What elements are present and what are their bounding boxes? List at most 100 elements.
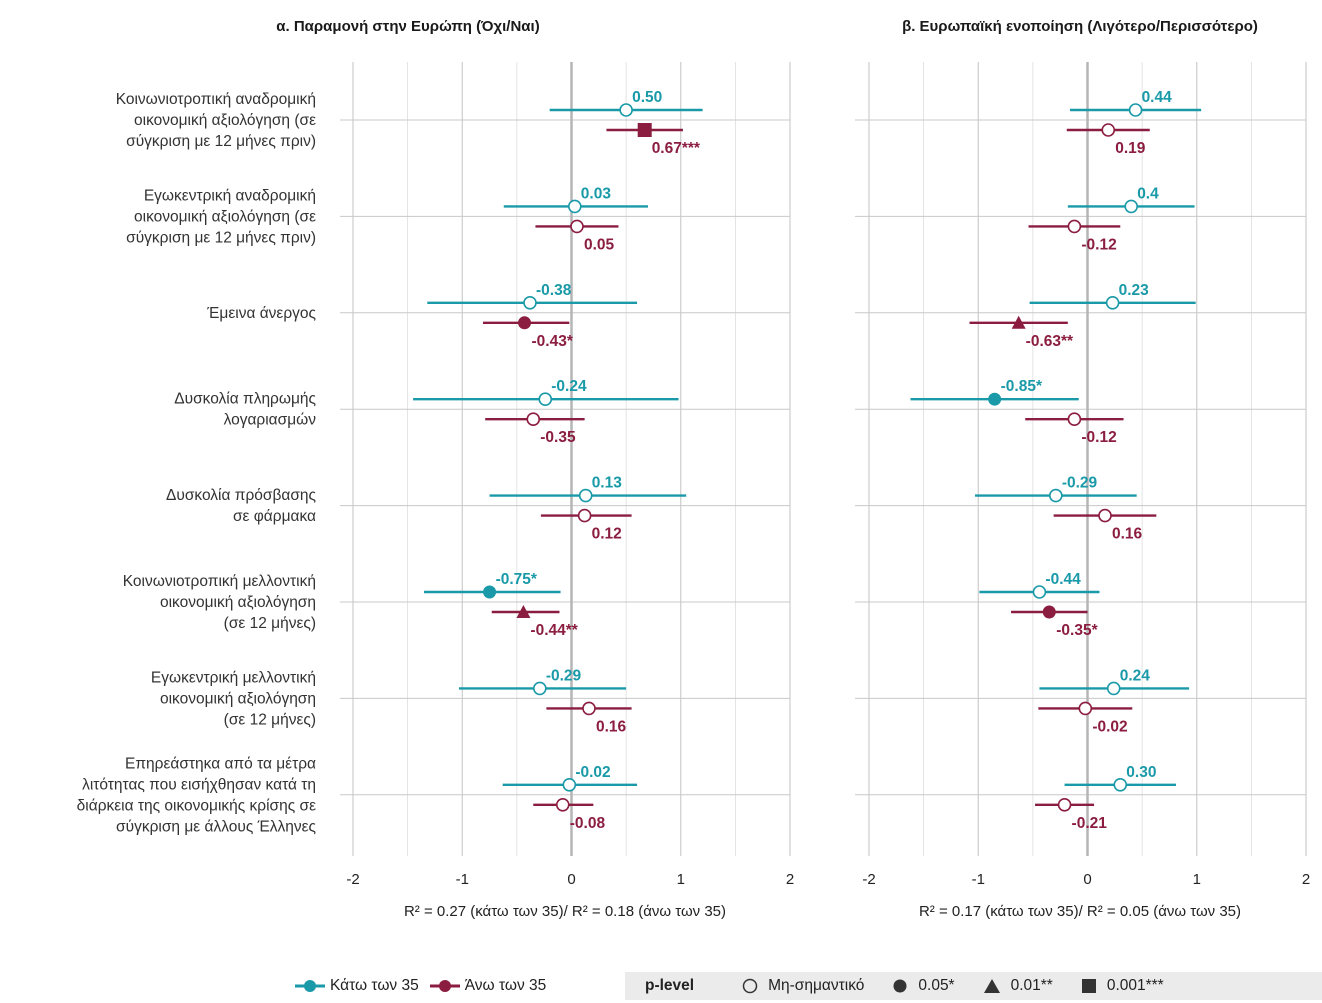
value-label: -0.24 <box>551 378 587 395</box>
point-nonsignificant <box>1105 295 1120 310</box>
value-label: -0.02 <box>575 764 610 781</box>
point-nonsignificant <box>1124 199 1138 214</box>
point-p01 <box>1011 315 1026 329</box>
x-tick-label: -2 <box>862 871 875 888</box>
point-nonsignificant <box>1057 797 1072 812</box>
point-p05 <box>518 316 532 330</box>
row-label: οικονομική αξιολόγηση <box>160 594 316 611</box>
value-label: -0.44 <box>1045 571 1081 588</box>
row-label: Δυσκολία πρόσβασης <box>166 487 316 504</box>
point-nonsignificant <box>567 199 582 214</box>
point-nonsignificant <box>619 103 633 117</box>
point-nonsignificant <box>526 412 541 427</box>
value-label: -0.75* <box>496 571 538 588</box>
value-label: 0.4 <box>1137 185 1159 202</box>
coefficient-plot: Κοινωνιοτροπική αναδρομική οικονομική αξι… <box>77 18 1311 920</box>
x-tick-label: 2 <box>1302 871 1310 888</box>
row-label: Κοινωνιοτροπική μελλοντική <box>123 573 316 590</box>
x-tick-label: -1 <box>972 871 985 888</box>
point-nonsignificant <box>1032 585 1047 599</box>
row-label: διάρκεια της οικονομικής κρίσης σε <box>77 797 316 814</box>
point-p05 <box>988 392 1002 406</box>
panel-title: α. Παραμονή στην Ευρώπη (Όχι/Ναι) <box>276 18 539 35</box>
filled-circle-icon <box>893 979 907 993</box>
point-nonsignificant <box>1067 412 1082 427</box>
red-line-dot-icon <box>429 980 460 992</box>
value-label: -0.08 <box>570 815 606 832</box>
legend-label-under35: Κάτω των 35 <box>330 977 419 994</box>
value-label: 0.16 <box>1112 526 1143 543</box>
value-label: 0.03 <box>581 185 612 202</box>
p-label-001: 0.001*** <box>1106 977 1164 994</box>
point-nonsignificant <box>555 797 570 812</box>
value-label: -0.35* <box>1056 622 1098 639</box>
value-label: -0.21 <box>1072 815 1108 832</box>
panel-b: β. Ευρωπαϊκή ενοποίηση (Λιγότερο/Περισσό… <box>855 18 1310 920</box>
point-nonsignificant <box>1078 701 1093 716</box>
point-nonsignificant <box>1106 681 1121 696</box>
x-tick-label: 1 <box>1193 871 1201 888</box>
value-label: 0.16 <box>596 718 627 735</box>
legend-label-over35: Άνω των 35 <box>464 977 547 994</box>
value-label: 0.05 <box>584 236 615 253</box>
row-label: λογαριασμών <box>224 412 317 429</box>
x-axis-label: R² = 0.27 (κάτω των 35)/ R² = 0.18 (άνω … <box>404 903 726 920</box>
row-label: Εγωκεντρική μελλοντική <box>151 669 316 686</box>
row-label: οικονομική αξιολόγηση <box>160 690 316 707</box>
row-label: οικονομική αξιολόγηση (σε <box>134 112 316 129</box>
row-label: σε φάρμακα <box>233 508 316 525</box>
point-nonsignificant <box>538 392 553 407</box>
p-level-legend: p-level Μη-σημαντικό 0.05* 0.01** 0.001*… <box>625 972 1322 1000</box>
value-label: -0.02 <box>1092 718 1127 735</box>
p-label-05: 0.05* <box>918 977 955 994</box>
x-tick-label: 0 <box>1083 871 1091 888</box>
value-label: -0.85* <box>1001 378 1043 395</box>
x-tick-label: 0 <box>567 871 575 888</box>
open-circle-icon <box>742 978 758 994</box>
teal-line-dot-icon <box>295 980 325 992</box>
x-axis-label: R² = 0.17 (κάτω των 35)/ R² = 0.05 (άνω … <box>919 903 1241 920</box>
value-label: 0.50 <box>632 89 662 106</box>
point-p001 <box>637 123 652 137</box>
row-label: Επηρεάστηκα από τα μέτρα <box>125 755 316 772</box>
row-label: Κοινωνιοτροπική αναδρομική <box>116 91 316 108</box>
x-tick-label: 2 <box>786 871 794 888</box>
row-label: (σε 12 μήνες) <box>224 615 316 632</box>
legend-item-over35: Άνω των 35 <box>429 977 547 995</box>
x-tick-label: -2 <box>346 871 359 888</box>
value-label: 0.30 <box>1126 764 1156 781</box>
panel-title: β. Ευρωπαϊκή ενοποίηση (Λιγότερο/Περισσό… <box>902 18 1258 35</box>
square-icon <box>1081 979 1096 993</box>
value-label: 0.13 <box>592 475 623 492</box>
row-label: λιτότητας που εισήχθησαν κατά τη <box>82 776 316 793</box>
point-nonsignificant <box>1067 219 1082 234</box>
row-label: Έμεινα άνεργος <box>206 305 316 322</box>
legend-item-under35: Κάτω των 35 <box>294 977 419 995</box>
p-label-ns: Μη-σημαντικό <box>768 977 865 994</box>
point-nonsignificant <box>578 488 593 503</box>
value-label: 0.23 <box>1119 282 1150 299</box>
value-label: -0.38 <box>536 282 572 299</box>
value-label: -0.35 <box>540 429 576 446</box>
group-legend: Κάτω των 35 Άνω των 35 <box>294 972 556 1000</box>
x-tick-label: 1 <box>677 871 685 888</box>
point-nonsignificant <box>523 295 537 310</box>
point-nonsignificant <box>562 777 577 792</box>
point-p01 <box>516 605 531 618</box>
value-label: 0.24 <box>1120 667 1151 684</box>
value-label: -0.44** <box>530 622 578 639</box>
value-label: -0.63** <box>1026 333 1074 350</box>
point-nonsignificant <box>582 701 596 716</box>
row-label: σύγκριση με 12 μήνες πριν) <box>126 133 316 150</box>
row-label: οικονομική αξιολόγηση (σε <box>134 208 316 225</box>
panel-a: α. Παραμονή στην Ευρώπη (Όχι/Ναι) -2 -1 0 1 2… <box>276 18 794 920</box>
row-label: (σε 12 μήνες) <box>224 711 316 728</box>
point-nonsignificant <box>1049 488 1063 503</box>
row-label: Εγωκεντρική αναδρομική <box>144 187 316 204</box>
p-item-001: 0.001*** <box>1081 977 1164 995</box>
point-nonsignificant <box>577 508 592 523</box>
p-item-01: 0.01** <box>983 977 1053 995</box>
point-nonsignificant <box>570 219 584 234</box>
point-nonsignificant <box>1128 103 1143 117</box>
value-label: -0.12 <box>1081 236 1116 253</box>
